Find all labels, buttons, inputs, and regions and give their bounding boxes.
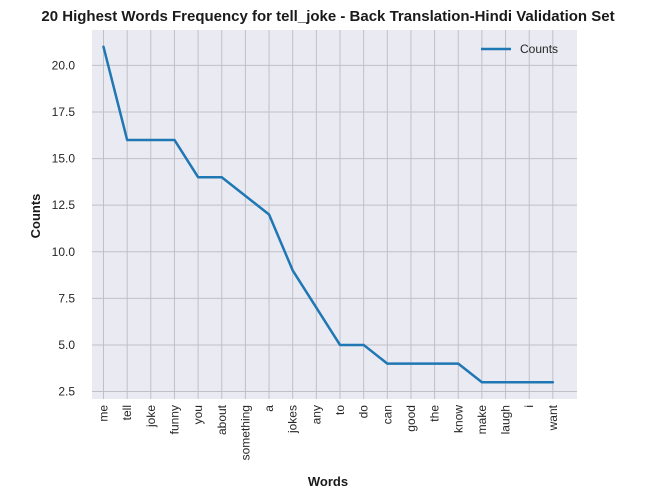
chart-title: 20 Highest Words Frequency for tell_joke… xyxy=(41,8,614,25)
legend-label: Counts xyxy=(520,42,558,56)
x-tick-label: know xyxy=(451,405,465,433)
x-tick-label: joke xyxy=(144,405,158,428)
y-tick-label: 2.5 xyxy=(58,385,75,399)
x-tick-label: a xyxy=(262,405,276,412)
x-tick-label: good xyxy=(404,405,418,432)
x-tick-label: make xyxy=(475,405,489,435)
y-tick-label: 7.5 xyxy=(58,291,75,305)
y-tick-label: 12.5 xyxy=(52,198,76,212)
y-tick-label: 10.0 xyxy=(52,245,76,259)
x-tick-label: laugh xyxy=(499,405,513,434)
x-tick-label: you xyxy=(191,405,205,424)
x-tick-label: any xyxy=(309,405,323,424)
x-tick-label: funny xyxy=(167,405,181,434)
y-tick-label: 17.5 xyxy=(52,105,76,119)
x-tick-label: want xyxy=(546,404,560,431)
legend: Counts xyxy=(481,42,558,56)
x-tick-label: i xyxy=(522,405,536,408)
plot-area xyxy=(92,30,577,399)
y-tick-label: 5.0 xyxy=(58,338,75,352)
x-axis-label: Words xyxy=(308,474,348,489)
x-tick-label: tell xyxy=(120,405,134,420)
x-tick-label: the xyxy=(428,405,442,422)
x-tick-label: jokes xyxy=(286,405,300,434)
x-tick-labels: me tell joke funny you about something a jokes an… xyxy=(97,404,560,460)
grid-lines xyxy=(92,30,577,399)
x-tick-label: something xyxy=(238,405,252,460)
series-layer xyxy=(102,45,555,384)
x-tick-label: do xyxy=(357,405,371,419)
x-tick-label: can xyxy=(380,405,394,424)
x-tick-label: me xyxy=(97,405,111,422)
x-tick-label: about xyxy=(215,404,229,435)
x-tick-label: to xyxy=(333,405,347,415)
y-tick-label: 20.0 xyxy=(52,58,76,72)
y-tick-labels: 2.5 5.0 7.5 10.0 12.5 15.0 17.5 20.0 xyxy=(52,58,76,398)
y-axis-label: Counts xyxy=(28,194,43,239)
series-line xyxy=(102,45,555,384)
y-tick-label: 15.0 xyxy=(52,152,76,166)
